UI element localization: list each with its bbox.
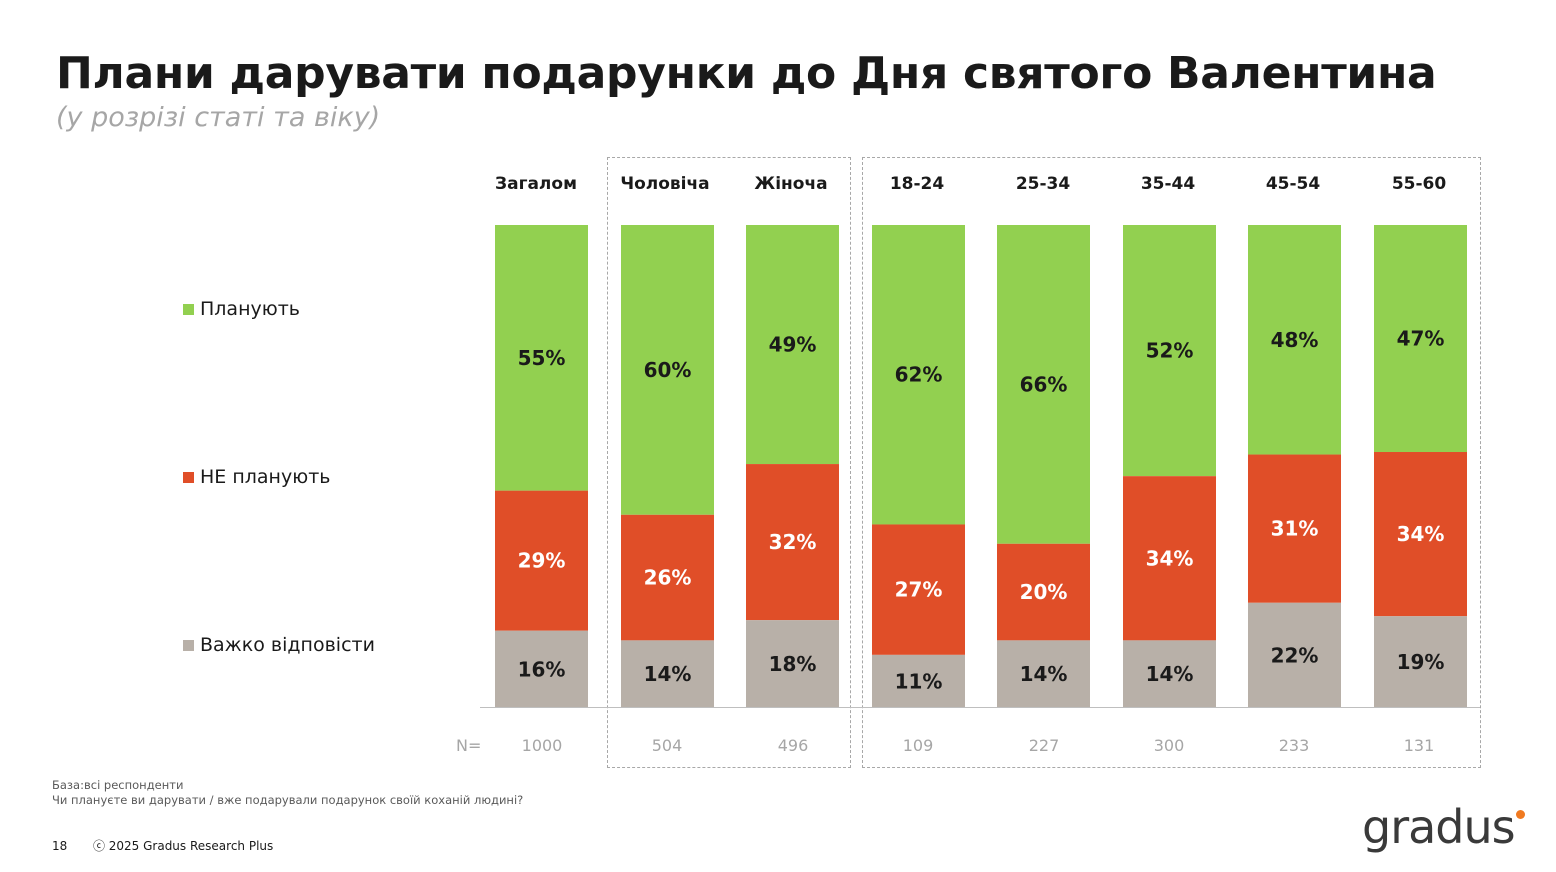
bar-segment: [746, 620, 839, 708]
column-label: Жіноча: [754, 174, 828, 194]
age-group-box: [862, 157, 1481, 768]
legend-item-hard: Важко відповісти: [183, 634, 375, 656]
legend-label-hard: Важко відповісти: [200, 634, 375, 656]
footnote-base: База:всі респонденти: [52, 778, 184, 792]
bar-segment: [1374, 452, 1467, 617]
bar-segment: [1123, 225, 1216, 477]
bar-segment: [1248, 225, 1341, 455]
bar-segment: [872, 654, 965, 708]
data-label: 48%: [1271, 328, 1319, 352]
page-title: Плани дарувати подарунки до Дня святого …: [56, 48, 1437, 99]
n-value: 109: [902, 736, 934, 755]
data-label: 34%: [1146, 546, 1194, 570]
data-label: 27%: [895, 578, 943, 602]
bar-segment: [621, 225, 714, 515]
data-label: 20%: [1020, 580, 1068, 604]
page-footer: 18 ⓒ 2025 Gradus Research Plus: [52, 837, 273, 854]
bar-segment: [997, 543, 1090, 641]
bar-segment: [621, 514, 714, 641]
data-label: 60%: [644, 358, 692, 382]
n-value: 300: [1153, 736, 1185, 755]
bar-segment: [495, 225, 588, 491]
bar-segment: [1374, 225, 1467, 453]
bar-segment: [495, 630, 588, 708]
data-label: 55%: [518, 346, 566, 370]
bar-segment: [997, 640, 1090, 708]
bar-segment: [1248, 602, 1341, 708]
bar-segment: [1123, 476, 1216, 641]
bar-segment: [746, 464, 839, 621]
bar-segment: [621, 640, 714, 708]
bar-segment: [1374, 616, 1467, 708]
data-label: 14%: [1146, 662, 1194, 686]
column-label: 45-54: [1265, 174, 1321, 194]
data-label: 19%: [1397, 650, 1445, 674]
n-value: 504: [651, 736, 683, 755]
n-value: 496: [777, 736, 809, 755]
data-label: 52%: [1146, 339, 1194, 363]
legend-swatch-plan: [183, 303, 194, 315]
logo-dot-icon: [1516, 810, 1525, 819]
column-label: 55-60: [1391, 174, 1447, 194]
data-label: 11%: [895, 669, 943, 693]
footnote-question: Чи плануєте ви дарувати / вже подарували…: [52, 793, 524, 807]
data-label: 26%: [644, 566, 692, 590]
data-label: 14%: [644, 662, 692, 686]
n-value: 233: [1278, 736, 1310, 755]
data-label: 49%: [769, 333, 817, 357]
data-label: 62%: [895, 363, 943, 387]
gradus-logo: gradus: [1362, 800, 1516, 854]
data-label: 32%: [769, 530, 817, 554]
page-number: 18: [52, 839, 68, 853]
data-label: 16%: [518, 657, 566, 681]
data-label: 22%: [1271, 643, 1319, 667]
data-label: 29%: [518, 549, 566, 573]
data-label: 34%: [1397, 522, 1445, 546]
column-label: 25-34: [1015, 174, 1071, 194]
column-label: 35-44: [1140, 174, 1196, 194]
legend-label-not-plan: НЕ планують: [200, 466, 331, 488]
data-label: 14%: [1020, 662, 1068, 686]
data-label: 18%: [769, 652, 817, 676]
n-value: 227: [1028, 736, 1060, 755]
chart-baseline: [480, 707, 1480, 708]
bar-segment: [746, 225, 839, 465]
gender-group-box: [607, 157, 851, 768]
data-label: 31%: [1271, 517, 1319, 541]
column-label: 18-24: [889, 174, 945, 194]
n-value: 131: [1403, 736, 1435, 755]
bar-segment: [872, 524, 965, 655]
legend-item-not-plan: НЕ планують: [183, 466, 330, 488]
bar-segment: [495, 490, 588, 631]
n-label: N=: [456, 736, 482, 755]
data-label: 66%: [1020, 372, 1068, 396]
column-label: Чоловіча: [620, 174, 710, 194]
page-subtitle: (у розрізі статі та віку): [56, 102, 381, 133]
column-label: Загалом: [495, 174, 577, 194]
data-label: 47%: [1397, 327, 1445, 351]
legend-swatch-hard: [183, 639, 194, 651]
legend-swatch-not-plan: [183, 471, 194, 483]
bar-segment: [1248, 454, 1341, 603]
bar-segment: [997, 225, 1090, 544]
copyright: ⓒ 2025 Gradus Research Plus: [92, 839, 274, 853]
legend-label-plan: Планують: [200, 298, 301, 320]
bar-segment: [1123, 640, 1216, 708]
bar-segment: [872, 225, 965, 525]
legend-item-plan: Планують: [183, 298, 300, 320]
n-value: 1000: [521, 736, 563, 755]
